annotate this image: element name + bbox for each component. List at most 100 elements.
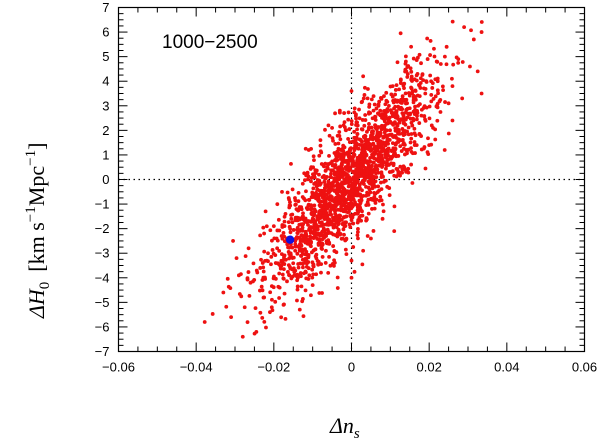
scatter-point (369, 97, 374, 102)
scatter-point (290, 187, 295, 192)
scatter-point (333, 209, 337, 213)
scatter-point (387, 115, 392, 120)
scatter-point (412, 143, 417, 147)
scatter-point (271, 251, 276, 256)
scatter-point (340, 222, 345, 227)
scatter-point (240, 334, 245, 339)
axis-ticks (118, 7, 585, 352)
scatter-point (301, 261, 305, 266)
scatter-point (403, 117, 408, 122)
scatter-point (381, 135, 386, 140)
scatter-point (371, 160, 376, 165)
scatter-point (479, 91, 484, 96)
scatter-point (337, 218, 342, 223)
scatter-point (429, 99, 434, 104)
scatter-point (378, 194, 383, 199)
scatter-point (266, 259, 270, 264)
scatter-point (382, 123, 387, 128)
scatter-point (330, 126, 334, 130)
scatter-point (422, 145, 427, 149)
scatter-point (350, 162, 355, 167)
scatter-point (281, 276, 286, 281)
scatter-point (409, 86, 414, 91)
scatter-point (334, 225, 339, 230)
scatter-point (399, 101, 404, 105)
scatter-point (365, 217, 369, 222)
scatter-point (387, 186, 392, 190)
scatter-point (357, 142, 362, 147)
scatter-point (335, 234, 340, 239)
scatter-point (346, 201, 351, 206)
scatter-point (393, 88, 398, 92)
scatter-point (379, 180, 383, 185)
scatter-point (395, 123, 400, 128)
scatter-point (362, 123, 367, 128)
scatter-point (394, 109, 399, 114)
scatter-point (329, 196, 334, 201)
scatter-point (282, 214, 287, 219)
scatter-point (276, 217, 281, 222)
scatter-point (426, 152, 431, 157)
scatter-point (355, 190, 360, 195)
scatter-point (277, 296, 282, 300)
scatter-point (306, 277, 311, 281)
scatter-point (355, 127, 359, 132)
y-tick-labels: −7 −6 −5 −4 −3 −2 −1 0 1 2 3 4 5 6 7 (95, 0, 110, 359)
scatter-point (413, 133, 418, 138)
scatter-point (357, 116, 362, 121)
scatter-point (281, 302, 286, 307)
scatter-point (344, 180, 349, 185)
scatter-point (270, 238, 274, 243)
scatter-point (282, 253, 287, 258)
scatter-point (410, 151, 415, 156)
scatter-point (374, 175, 379, 179)
scatter-point (314, 222, 318, 227)
scatter-point (405, 129, 410, 134)
scatter-point (460, 96, 465, 101)
scatter-point (352, 129, 357, 134)
scatter-point (329, 212, 334, 217)
scatter-point (277, 248, 282, 253)
scatter-point (354, 120, 359, 124)
scatter-point (425, 36, 430, 41)
scatter-point (224, 304, 229, 309)
scatter-point (347, 222, 352, 227)
scatter-point (309, 219, 313, 224)
scatter-point (275, 246, 280, 251)
y-tick-label: 0 (102, 172, 109, 187)
scatter-point (384, 116, 388, 121)
x-tick-label: −0.02 (257, 360, 290, 375)
scatter-point (325, 241, 330, 246)
scatter-point (376, 141, 381, 146)
scatter-point (295, 225, 300, 230)
scatter-point (335, 275, 340, 280)
scatter-point (319, 246, 324, 251)
scatter-point (379, 96, 384, 101)
scatter-point (246, 270, 251, 274)
scatter-point (381, 209, 386, 214)
scatter-point (358, 214, 363, 218)
scatter-point (402, 86, 406, 91)
scatter-point (343, 247, 348, 252)
scatter-point (315, 227, 320, 232)
scatter-point (405, 65, 410, 69)
scatter-point (303, 198, 308, 203)
scatter-point (433, 94, 438, 99)
scatter-point (392, 229, 397, 234)
scatter-point (290, 220, 295, 225)
scatter-point (333, 142, 338, 146)
scatter-point (391, 163, 396, 168)
scatter-point (392, 106, 396, 111)
scatter-point (352, 106, 357, 111)
x-axis-title-main: Δn (329, 413, 354, 438)
scatter-point (419, 113, 424, 118)
scatter-point (403, 54, 408, 59)
scatter-point (322, 179, 327, 184)
scatter-point (366, 125, 371, 130)
scatter-point (400, 167, 405, 172)
scatter-point (346, 137, 351, 141)
scatter-point (279, 264, 284, 268)
scatter-point (442, 148, 447, 152)
scatter-point (288, 265, 292, 269)
scatter-point (462, 25, 467, 30)
